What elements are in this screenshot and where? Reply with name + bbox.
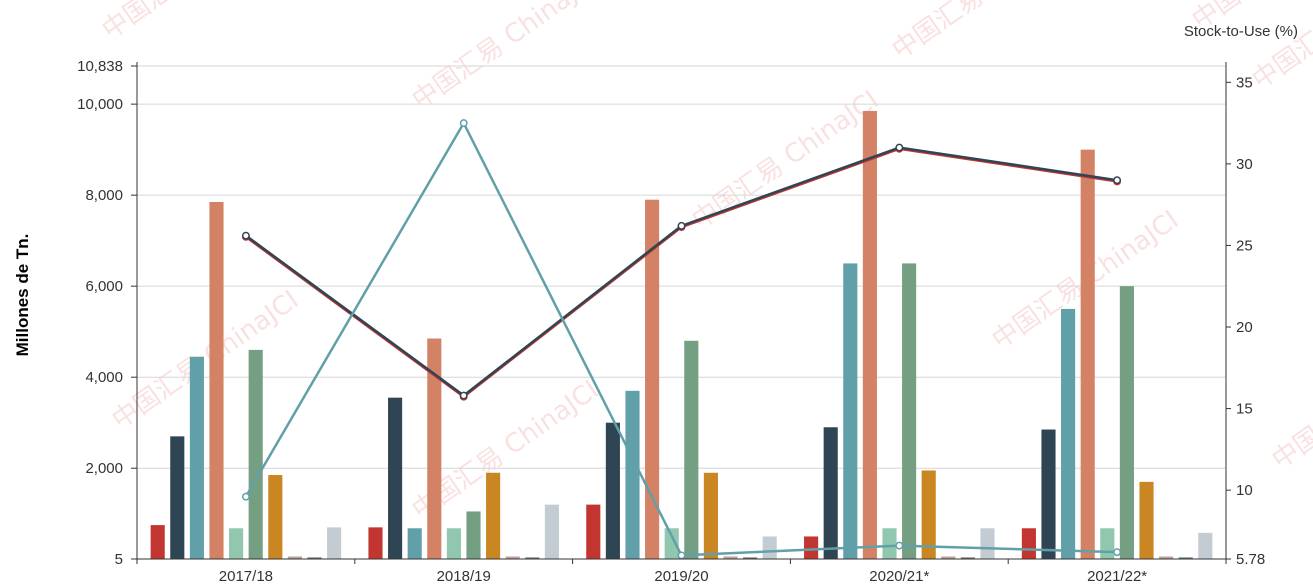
series-line [244,121,1118,557]
line-point [241,492,250,501]
bar [1021,528,1036,559]
x-tick-label: 2019/20 [654,568,708,585]
bar [229,528,244,559]
bar [446,528,461,559]
line-point [1113,176,1122,185]
line-point [459,119,468,128]
bar [664,528,679,559]
watermark-text: 中国汇易 ChinaJCI [1247,0,1313,96]
bar [980,528,995,559]
bar [1100,528,1115,559]
bar [586,504,601,559]
y-tick-label: 10,838 [77,58,123,75]
y2-tick-label: 10 [1236,482,1253,499]
bar [505,556,520,559]
bar [1178,557,1193,559]
bar [170,436,185,559]
bar [823,427,838,559]
bar [843,263,858,559]
bar [882,528,897,559]
line-point [241,231,250,240]
bar [307,557,322,559]
y-tick-label: 8,000 [85,187,123,204]
bar [1119,286,1134,559]
x-tick-label: 2017/18 [219,568,273,585]
y-tick-label: 5 [115,551,123,568]
line-point [677,551,686,560]
bar [960,557,975,559]
bar [466,511,481,559]
bar [645,199,660,559]
line-point [459,391,468,400]
x-tick-label: 2018/19 [437,568,491,585]
y-axis-label: Millones de Tn. [13,234,32,357]
bar [743,557,758,559]
bar [287,556,302,559]
bar [1061,308,1076,559]
y-tick-label: 10,000 [77,96,123,113]
y-tick-label: 4,000 [85,369,123,386]
y-tick-label: 2,000 [85,460,123,477]
y2-axis-label: Stock-to-Use (%) [1184,23,1298,40]
bar [327,527,342,559]
lines-layer [241,119,1122,560]
bar [1139,481,1154,559]
bar [921,470,936,559]
bar [525,557,540,559]
bar [762,536,777,559]
bar [605,422,620,559]
bar [804,536,819,559]
x-tick-label: 2020/21* [869,568,929,585]
line-point [1113,548,1122,557]
y2-tick-label: 20 [1236,319,1253,336]
bars-layer [150,110,1213,560]
bar [268,475,283,559]
bar [1041,429,1056,559]
watermark-text: 中国汇易 ChinaJCI [97,0,294,46]
bar [1080,149,1095,560]
bar [941,556,956,559]
watermark-text: 中国汇易 ChinaJCI [1267,325,1313,476]
bar [862,110,877,559]
bar [209,201,224,559]
bar [150,525,165,559]
axes-layer: 10,838 10,000 8,000 6,000 4,000 2,000 5 35 30 25 2… [77,58,1265,585]
bar [902,263,917,559]
y-tick-label: 6,000 [85,278,123,295]
bar [1159,556,1174,559]
bar [388,397,403,559]
x-tick-label: 2021/22* [1087,568,1147,585]
bar [427,338,442,559]
bar [189,356,204,559]
bar [703,472,718,559]
bar [486,472,501,559]
bar [723,556,738,559]
line-point [895,541,904,550]
bar [544,504,559,559]
bar [368,527,383,559]
bar [684,340,699,559]
bar [248,349,263,559]
y2-tick-label: 30 [1236,156,1253,173]
y2-tick-label: 15 [1236,401,1253,418]
y2-tick-label: 5.78 [1236,551,1265,568]
bar [1198,532,1213,559]
bar [407,528,422,559]
watermark-text: 中国汇易 ChinaJCI [887,0,1084,66]
watermark-text: 中国汇易 ChinaJCI [407,0,604,116]
bar [625,390,640,559]
y2-tick-label: 35 [1236,74,1253,91]
y2-tick-label: 25 [1236,237,1253,254]
watermark-text: 中国汇易 ChinaJCI [107,285,304,436]
line-point [677,221,686,230]
line-point [895,143,904,152]
